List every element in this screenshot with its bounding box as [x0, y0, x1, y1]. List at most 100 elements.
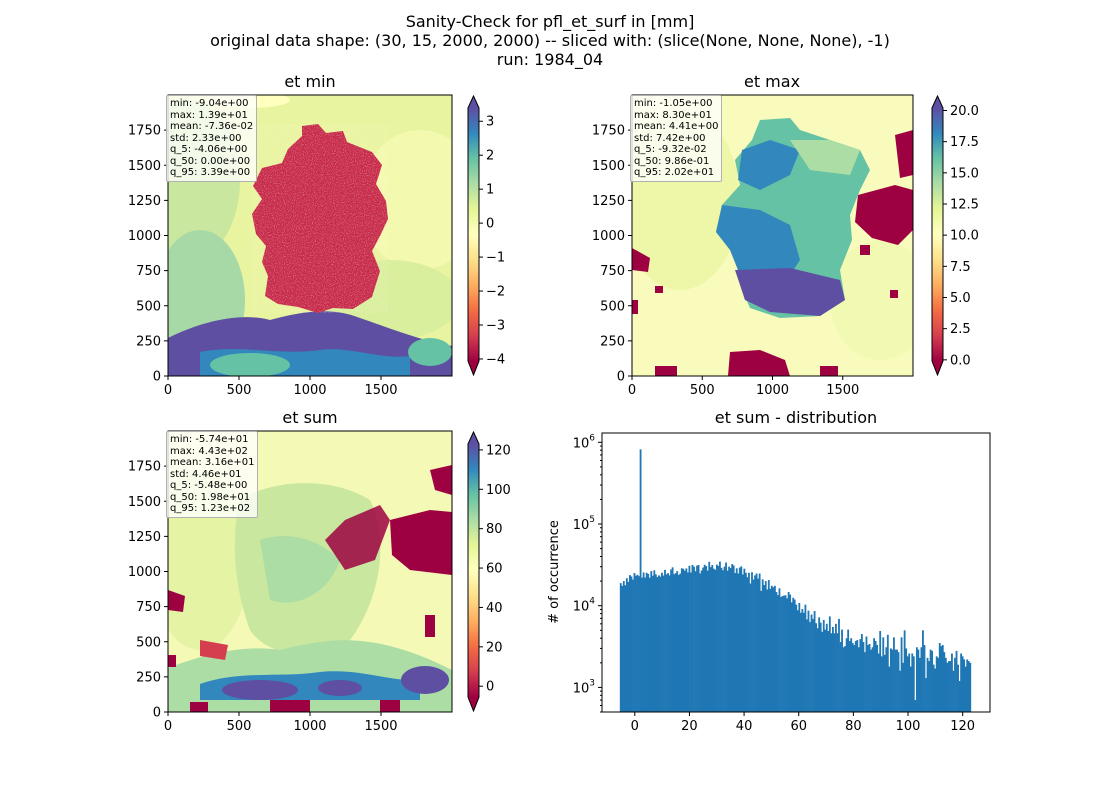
histogram-bar: [862, 641, 865, 712]
histogram-bar: [854, 640, 857, 712]
et-min-axes: 0 500 1000 1500 0 250 500 750 1000 1250 1500 1750: [128, 124, 398, 398]
histogram-bar: [751, 572, 753, 712]
y-tick-label: 1500: [128, 159, 161, 174]
et-max-stats-box: min: -1.05e+00 max: 8.30e+01 mean: 4.41e+0…: [630, 95, 723, 182]
histogram-bar: [923, 645, 926, 712]
histogram-bar: [957, 664, 959, 712]
histogram-bar: [896, 649, 898, 712]
y-tick-label: 750: [136, 264, 161, 279]
histogram-bar: [806, 619, 808, 712]
et-max-colorbar-ticks: 0.0 2.5 5.0 7.5 10.0 12.5 15.0 17.5 20.0: [943, 104, 979, 368]
histogram-bar: [667, 573, 669, 712]
colorbar-tick-label: 0.0: [950, 353, 971, 368]
histogram-bar: [799, 612, 802, 712]
colorbar-tick-label: 20.0: [950, 104, 979, 119]
stats-line: max: 8.30e+01: [634, 109, 712, 121]
histogram-bar: [760, 590, 763, 712]
colorbar-tick-label: 10.0: [950, 229, 979, 244]
histogram-bar: [935, 656, 938, 712]
histogram-bar: [688, 565, 691, 712]
histogram-bar: [850, 638, 853, 712]
histogram-bar: [754, 575, 756, 712]
y-tick-label: 0: [617, 370, 625, 385]
histogram-bar: [816, 628, 819, 712]
histogram-bar: [674, 573, 677, 712]
histogram-bar: [937, 657, 940, 712]
histogram-bar: [830, 633, 833, 712]
histogram-bar: [711, 565, 714, 712]
histogram-bar: [873, 638, 876, 712]
y-tick-label: 250: [136, 334, 161, 349]
histogram-bar: [729, 568, 732, 712]
stats-line: q_5: -5.48e+00: [170, 480, 248, 491]
colorbar-tick-label: −1: [486, 251, 505, 266]
colorbar-tick-label: −3: [486, 319, 505, 334]
et-sum-colorbar-extend-min: [468, 697, 479, 711]
stats-line: mean: -7.36e-02: [170, 121, 254, 132]
histogram-bar: [682, 568, 685, 712]
x-tick-label: 500: [227, 719, 252, 734]
histogram-bar: [802, 612, 805, 712]
histogram-bar: [642, 572, 645, 712]
et-min-title: et min: [284, 72, 335, 91]
histogram-bar: [828, 616, 831, 712]
y-tick-label: 250: [600, 334, 625, 349]
histogram-bar: [700, 570, 703, 712]
histogram-bar: [644, 577, 647, 712]
histogram-bar: [766, 589, 769, 712]
histogram-bar: [894, 649, 897, 712]
histogram-bar: [732, 565, 735, 712]
histogram-bar: [886, 634, 889, 712]
histogram-bar: [725, 562, 727, 712]
x-tick-label: 0: [164, 383, 172, 398]
histogram-bar: [726, 570, 729, 712]
histogram-bar: [891, 649, 894, 712]
histogram-bar: [744, 572, 747, 712]
x-tick-label: 1500: [364, 383, 397, 398]
y-tick-label: 1250: [128, 194, 161, 209]
histogram-bar: [885, 647, 888, 712]
colorbar-tick-label: 80: [486, 522, 503, 537]
histogram-bar: [773, 585, 776, 712]
histogram-bar: [867, 645, 869, 712]
suptitle-line-3: run: 1984_04: [496, 50, 604, 69]
histogram-bar: [728, 566, 731, 712]
y-tick-label: 106: [573, 433, 596, 451]
histogram-bar: [847, 629, 850, 712]
histogram-bar: [787, 592, 790, 712]
x-tick-label: 500: [690, 383, 715, 398]
x-tick-label: 0: [164, 719, 172, 734]
y-tick-label: 1750: [128, 460, 161, 475]
x-tick-label: 20: [681, 719, 698, 734]
histogram-bar: [812, 618, 814, 712]
histogram-bar: [676, 571, 679, 712]
y-tick-label: 1000: [128, 229, 161, 244]
histogram-bar: [888, 666, 891, 712]
histogram-bar: [818, 617, 821, 712]
histogram-bar: [868, 643, 871, 712]
histogram-bar: [860, 634, 863, 712]
x-tick-label: 1000: [293, 383, 326, 398]
histogram-bar: [696, 565, 698, 712]
histogram-bar: [827, 631, 830, 712]
histogram-bar: [654, 574, 657, 712]
histogram-bar: [685, 568, 688, 712]
histogram-bar: [767, 580, 770, 712]
histogram-bar: [920, 647, 923, 712]
stats-line: min: -5.74e+01: [170, 434, 249, 445]
et-max-colorbar-extend-max: [932, 96, 943, 108]
histogram-bar: [650, 571, 653, 712]
colorbar-tick-label: 15.0: [950, 166, 979, 181]
histogram-bar: [951, 653, 953, 712]
histogram-bar: [926, 657, 929, 712]
histogram-bar: [900, 637, 903, 712]
stats-line: q_95: 2.02e+01: [634, 167, 715, 178]
histogram-bar: [839, 641, 842, 712]
histogram-bar: [821, 631, 824, 712]
histogram-bar: [734, 573, 737, 712]
histogram-bar: [882, 637, 885, 712]
histogram-bar: [679, 573, 682, 712]
colorbar-tick-label: 2: [486, 149, 494, 164]
histogram-bar: [969, 662, 972, 712]
histogram-bar: [746, 577, 749, 712]
